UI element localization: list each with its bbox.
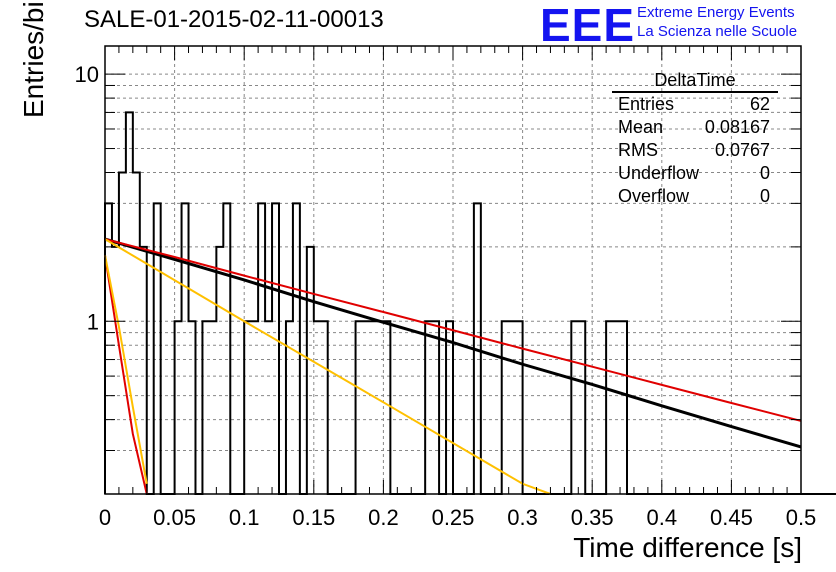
stats-value: 62 xyxy=(749,94,770,114)
stats-row-rms: RMS 0.0767 xyxy=(612,139,778,162)
stats-label: RMS xyxy=(618,140,658,160)
fit-curve-0 xyxy=(104,237,802,449)
fit-curve-2 xyxy=(104,255,148,495)
x-tick-label: 0.2 xyxy=(368,505,399,530)
stats-row-mean: Mean 0.08167 xyxy=(612,116,778,139)
x-tick-label: 0 xyxy=(99,505,111,530)
x-tick-label: 0.45 xyxy=(710,505,753,530)
stats-value: 0 xyxy=(759,163,770,183)
x-tick-label: 0.35 xyxy=(571,505,614,530)
x-axis-label: Time difference [s] xyxy=(573,532,802,563)
eee-logo: EEE xyxy=(540,0,636,51)
stats-value: 0.0767 xyxy=(714,140,770,160)
logo-line-2: La Scienza nelle Scuole xyxy=(637,23,798,40)
stats-value: 0.08167 xyxy=(704,117,770,137)
stats-box: DeltaTime Entries 62 Mean 0.08167 RMS 0.… xyxy=(612,70,778,208)
run-title: SALE-01-2015-02-11-00013 xyxy=(84,6,384,33)
fit-curve-4 xyxy=(104,255,148,484)
y-axis-label: Entries/bin xyxy=(18,0,49,118)
x-tick-label: 0.1 xyxy=(229,505,260,530)
stats-row-overflow: Overflow 0 xyxy=(612,185,778,208)
stats-row-underflow: Underflow 0 xyxy=(612,162,778,185)
stats-row-entries: Entries 62 xyxy=(612,93,778,116)
stats-label: Mean xyxy=(618,117,664,137)
y-tick-label: 1 xyxy=(87,309,99,334)
logo-line-1: Extreme Energy Events xyxy=(637,4,795,21)
fit-curve-1 xyxy=(104,238,802,422)
stats-label: Entries xyxy=(618,94,675,114)
y-tick-label: 10 xyxy=(75,62,99,87)
x-tick-label: 0.15 xyxy=(292,505,335,530)
x-tick-label: 0.25 xyxy=(432,505,475,530)
stats-label: Underflow xyxy=(618,163,700,183)
x-tick-label: 0.05 xyxy=(153,505,196,530)
x-tick-label: 0.3 xyxy=(507,505,538,530)
stats-title: DeltaTime xyxy=(612,70,778,93)
x-tick-label: 0.5 xyxy=(786,505,817,530)
stats-label: Overflow xyxy=(618,186,690,206)
fit-curve-3 xyxy=(104,238,551,495)
stats-value: 0 xyxy=(759,186,770,206)
x-tick-label: 0.4 xyxy=(647,505,678,530)
